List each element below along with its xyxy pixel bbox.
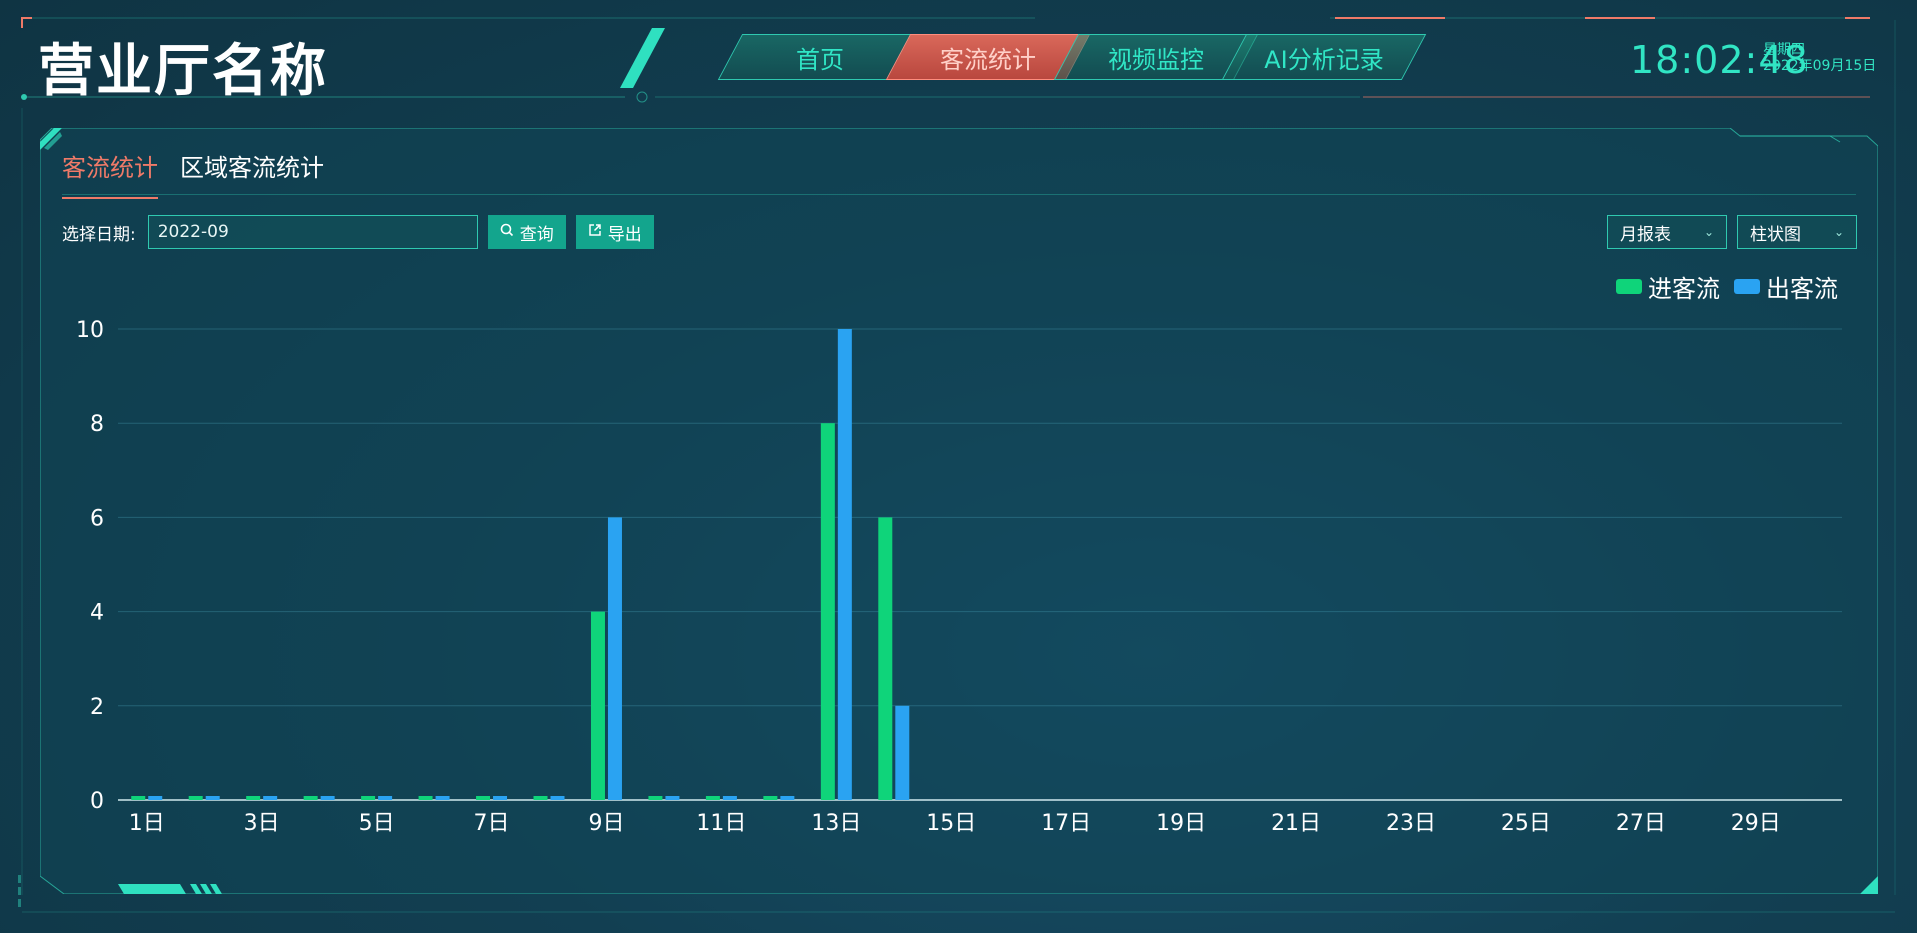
clock-date-block: 星期四 2022年09月15日 [1763, 42, 1876, 74]
bar-out-3[interactable] [263, 796, 278, 800]
bar-out-13[interactable] [837, 329, 852, 800]
clock-weekday: 星期四 [1763, 42, 1805, 58]
bar-out-14[interactable] [895, 705, 910, 800]
query-button[interactable]: 查询 [487, 215, 566, 249]
legend-swatch-out [1734, 279, 1760, 294]
app-title: 营业厅名称 [38, 39, 328, 104]
bar-out-5[interactable] [378, 796, 393, 800]
clock-date: 2022年09月15日 [1763, 58, 1877, 74]
export-button-label: 导出 [607, 224, 642, 245]
bar-in-13[interactable] [820, 423, 835, 800]
tab-video-monitor-label: 视频监控 [1108, 45, 1204, 74]
y-tick-label: 4 [90, 601, 104, 626]
x-tick-label: 25日 [1501, 811, 1551, 836]
legend-item-in[interactable]: 进客流 [1616, 269, 1720, 304]
report-type-select[interactable]: 月报表 ⌄ [1607, 215, 1727, 249]
tab-ai-records-label: AI分析记录 [1264, 45, 1384, 74]
external-link-icon [588, 223, 602, 241]
legend-label-in: 进客流 [1648, 275, 1720, 303]
bar-out-11[interactable] [722, 796, 737, 800]
date-label: 选择日期: [62, 224, 136, 245]
x-tick-label: 23日 [1386, 811, 1436, 836]
search-icon [500, 223, 514, 241]
tab-traffic-stats[interactable]: 客流统计 [885, 34, 1091, 80]
traffic-panel: 客流统计 区域客流统计 选择日期: 查询 导出 月报表 ⌄ 柱状图 ⌄ 进客流 [40, 128, 1878, 894]
date-input[interactable] [147, 215, 478, 249]
toolbar: 选择日期: 查询 导出 [62, 215, 654, 249]
subtab-area-traffic-stats[interactable]: 区域客流统计 [180, 154, 324, 182]
export-button[interactable]: 导出 [575, 215, 654, 249]
x-tick-label: 15日 [926, 811, 976, 836]
x-tick-label: 17日 [1041, 811, 1091, 836]
panel-frame [40, 128, 1878, 894]
y-tick-label: 10 [76, 318, 104, 343]
bar-chart: 0 2 4 6 8 10 1日 3日 5日 7日 9日 11日 13日 15日 17日 19日 21日 23日 25… [76, 318, 1842, 836]
bar-in-8[interactable] [533, 796, 548, 800]
bar-in-2[interactable] [188, 796, 203, 800]
x-tick-label: 1日 [129, 811, 165, 836]
bar-in-4[interactable] [303, 796, 318, 800]
x-tick-label: 11日 [696, 811, 746, 836]
chart-type-value: 柱状图 [1750, 224, 1801, 245]
x-tick-label: 7日 [474, 811, 510, 836]
bar-in-11[interactable] [705, 796, 720, 800]
bar-out-7[interactable] [493, 796, 508, 800]
chart-type-select[interactable]: 柱状图 ⌄ [1737, 215, 1857, 249]
x-tick-label: 9日 [588, 811, 624, 836]
x-tick-label: 3日 [244, 811, 280, 836]
subtab-traffic-stats[interactable]: 客流统计 [62, 148, 158, 199]
bar-in-10[interactable] [648, 796, 663, 800]
bar-out-12[interactable] [780, 796, 795, 800]
subtab-divider [62, 194, 1856, 195]
tab-ai-records[interactable]: AI分析记录 [1221, 34, 1427, 80]
tab-traffic-stats-label: 客流统计 [940, 45, 1036, 74]
bar-out-10[interactable] [665, 796, 680, 800]
x-tick-label: 27日 [1616, 811, 1666, 836]
y-tick-label: 8 [90, 412, 104, 437]
x-tick-label: 29日 [1731, 811, 1781, 836]
legend-item-out[interactable]: 出客流 [1734, 269, 1838, 304]
x-tick-label: 21日 [1271, 811, 1321, 836]
bar-in-6[interactable] [418, 796, 433, 800]
bar-out-6[interactable] [435, 796, 450, 800]
bar-in-5[interactable] [361, 796, 376, 800]
bar-out-2[interactable] [205, 796, 220, 800]
tab-video-monitor[interactable]: 视频监控 [1053, 34, 1259, 80]
legend-label-out: 出客流 [1766, 275, 1838, 303]
bar-in-14[interactable] [878, 517, 893, 800]
bar-out-4[interactable] [320, 796, 335, 800]
bar-in-12[interactable] [763, 796, 778, 800]
y-tick-label: 0 [90, 789, 104, 814]
bar-in-9[interactable] [590, 611, 605, 800]
bar-out-9[interactable] [607, 517, 622, 800]
query-button-label: 查询 [519, 224, 554, 245]
x-tick-label: 5日 [359, 811, 395, 836]
legend-swatch-in [1616, 279, 1642, 294]
bar-out-1[interactable] [148, 796, 163, 800]
x-tick-label: 19日 [1156, 811, 1206, 836]
sub-tabs: 客流统计 区域客流统计 [62, 148, 324, 199]
chart-legend: 进客流 出客流 [1616, 269, 1838, 304]
x-tick-label: 13日 [811, 811, 861, 836]
y-tick-label: 6 [90, 506, 104, 531]
clock-time: 18:02:48 [1630, 38, 1809, 82]
tab-home[interactable]: 首页 [717, 34, 923, 80]
bar-out-8[interactable] [550, 796, 565, 800]
tab-home-label: 首页 [796, 45, 844, 74]
y-tick-label: 2 [90, 695, 104, 720]
chevron-down-icon: ⌄ [1833, 225, 1844, 239]
bar-in-3[interactable] [246, 796, 261, 800]
bar-in-1[interactable] [131, 796, 146, 800]
report-type-value: 月报表 [1620, 224, 1671, 245]
bar-in-7[interactable] [476, 796, 491, 800]
chevron-down-icon: ⌄ [1703, 225, 1714, 239]
